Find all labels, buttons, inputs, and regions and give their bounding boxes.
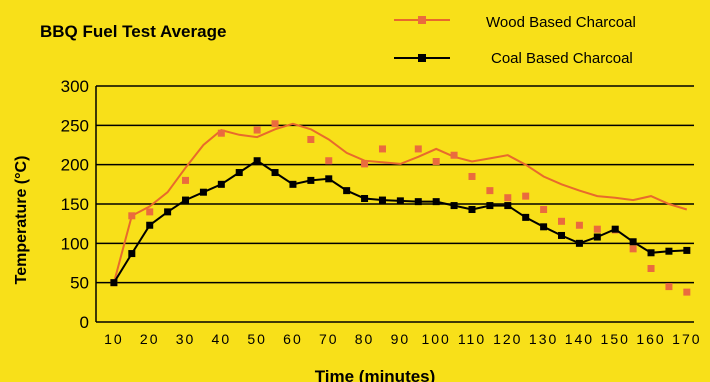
x-tick-label: 50: [247, 331, 267, 347]
y-tick-label: 150: [61, 195, 89, 214]
data-point-wood: [576, 222, 583, 229]
x-tick-label: 170: [672, 331, 701, 347]
legend-marker-coal: [418, 54, 426, 62]
data-point-coal: [361, 195, 368, 202]
data-point-coal: [648, 249, 655, 256]
y-tick-label: 100: [61, 234, 89, 253]
data-point-wood: [379, 145, 386, 152]
data-point-coal: [307, 177, 314, 184]
data-point-coal: [379, 197, 386, 204]
y-tick-label: 250: [61, 116, 89, 135]
data-point-wood: [146, 208, 153, 215]
x-tick-label: 130: [529, 331, 558, 347]
data-point-coal: [558, 232, 565, 239]
data-point-coal: [182, 197, 189, 204]
data-point-wood: [128, 212, 135, 219]
data-point-wood: [415, 145, 422, 152]
y-tick-label: 0: [80, 313, 89, 332]
data-point-wood: [594, 226, 601, 233]
y-tick-label: 50: [70, 274, 89, 293]
data-point-coal: [272, 169, 279, 176]
data-point-wood: [683, 289, 690, 296]
x-tick-label: 10: [104, 331, 124, 347]
x-tick-label: 40: [212, 331, 232, 347]
data-point-coal: [504, 202, 511, 209]
plot-area: 0 50 100 150 200 250 300 10 20 30 40 50 60 70 80 90 100 1…: [61, 77, 702, 347]
legend-label-wood: Wood Based Charcoal: [486, 14, 636, 31]
data-point-coal: [343, 187, 350, 194]
data-point-wood: [540, 206, 547, 213]
data-point-coal: [433, 198, 440, 205]
data-point-coal: [164, 208, 171, 215]
data-point-coal: [451, 202, 458, 209]
data-point-wood: [254, 127, 261, 134]
data-point-wood: [325, 157, 332, 164]
data-point-coal: [236, 169, 243, 176]
legend: Wood Based Charcoal Coal Based Charcoal: [394, 14, 636, 67]
x-axis-label: Time (minutes): [315, 367, 436, 382]
data-point-wood: [504, 194, 511, 201]
data-point-coal: [665, 248, 672, 255]
data-point-coal: [594, 234, 601, 241]
data-point-wood: [558, 218, 565, 225]
data-point-coal: [576, 240, 583, 247]
data-point-coal: [486, 202, 493, 209]
data-point-coal: [128, 250, 135, 257]
data-point-coal: [218, 181, 225, 188]
data-point-wood: [218, 130, 225, 137]
x-tick-label: 110: [458, 331, 486, 347]
y-tick-label: 200: [61, 156, 89, 175]
data-point-coal: [289, 181, 296, 188]
y-tick-label: 300: [61, 77, 89, 96]
data-point-wood: [182, 177, 189, 184]
x-tick-label: 100: [421, 331, 450, 347]
x-tick-label: 20: [140, 331, 160, 347]
data-point-coal: [110, 279, 117, 286]
legend-label-coal: Coal Based Charcoal: [491, 50, 633, 67]
data-point-coal: [397, 197, 404, 204]
x-tick-label: 80: [355, 331, 375, 347]
data-point-wood: [361, 160, 368, 167]
data-point-wood: [665, 283, 672, 290]
data-point-coal: [540, 223, 547, 230]
series-line-coal: [114, 161, 687, 283]
data-point-coal: [325, 175, 332, 182]
data-point-coal: [146, 222, 153, 229]
x-tick-label: 30: [176, 331, 196, 347]
data-point-wood: [486, 187, 493, 194]
y-axis-label: Temperature (°C): [13, 156, 30, 285]
data-point-coal: [522, 214, 529, 221]
data-point-coal: [200, 189, 207, 196]
x-tick-label: 120: [493, 331, 522, 347]
x-tick-label: 60: [283, 331, 303, 347]
data-point-wood: [468, 173, 475, 180]
x-tick-label: 160: [636, 331, 665, 347]
data-point-coal: [612, 226, 619, 233]
data-point-coal: [630, 238, 637, 245]
data-point-wood: [451, 152, 458, 159]
x-tick-label: 70: [319, 331, 339, 347]
x-tick-label: 150: [601, 331, 630, 347]
x-tick-label: 140: [565, 331, 594, 347]
data-point-coal: [468, 206, 475, 213]
data-point-wood: [307, 136, 314, 143]
data-point-coal: [683, 247, 690, 254]
data-point-coal: [254, 157, 261, 164]
chart-title: BBQ Fuel Test Average: [40, 22, 226, 41]
data-point-coal: [415, 198, 422, 205]
x-tick-label: 90: [391, 331, 411, 347]
data-point-wood: [630, 245, 637, 252]
data-point-wood: [648, 265, 655, 272]
legend-marker-wood: [418, 16, 426, 24]
data-point-wood: [272, 120, 279, 127]
data-point-wood: [522, 193, 529, 200]
data-point-wood: [433, 158, 440, 165]
